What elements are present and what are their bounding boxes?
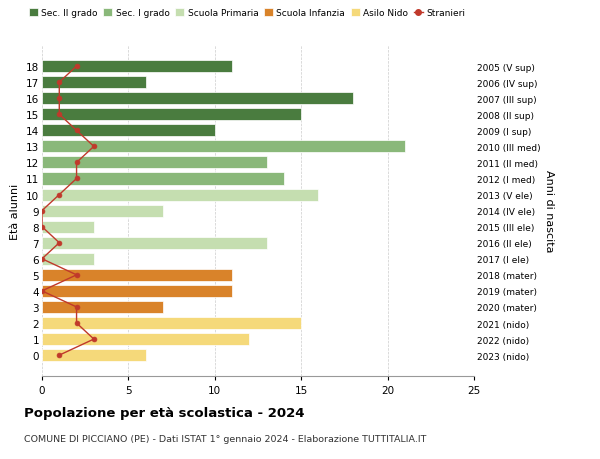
Bar <box>42 61 232 73</box>
Bar <box>42 125 215 137</box>
Y-axis label: Anni di nascita: Anni di nascita <box>544 170 554 252</box>
Y-axis label: Età alunni: Età alunni <box>10 183 20 239</box>
Bar <box>42 317 301 329</box>
Bar <box>42 285 232 297</box>
Bar <box>42 109 301 121</box>
Legend: Sec. II grado, Sec. I grado, Scuola Primaria, Scuola Infanzia, Asilo Nido, Stran: Sec. II grado, Sec. I grado, Scuola Prim… <box>29 9 466 18</box>
Bar <box>42 205 163 217</box>
Bar <box>42 173 284 185</box>
Bar <box>42 77 146 89</box>
Bar <box>42 333 250 345</box>
Bar <box>42 189 319 201</box>
Bar <box>42 237 266 249</box>
Bar <box>42 141 405 153</box>
Bar <box>42 301 163 313</box>
Text: Popolazione per età scolastica - 2024: Popolazione per età scolastica - 2024 <box>24 406 305 419</box>
Bar <box>42 269 232 281</box>
Bar <box>42 157 266 169</box>
Text: COMUNE DI PICCIANO (PE) - Dati ISTAT 1° gennaio 2024 - Elaborazione TUTTITALIA.I: COMUNE DI PICCIANO (PE) - Dati ISTAT 1° … <box>24 434 427 443</box>
Bar <box>42 253 94 265</box>
Bar <box>42 93 353 105</box>
Bar <box>42 349 146 361</box>
Bar <box>42 221 94 233</box>
